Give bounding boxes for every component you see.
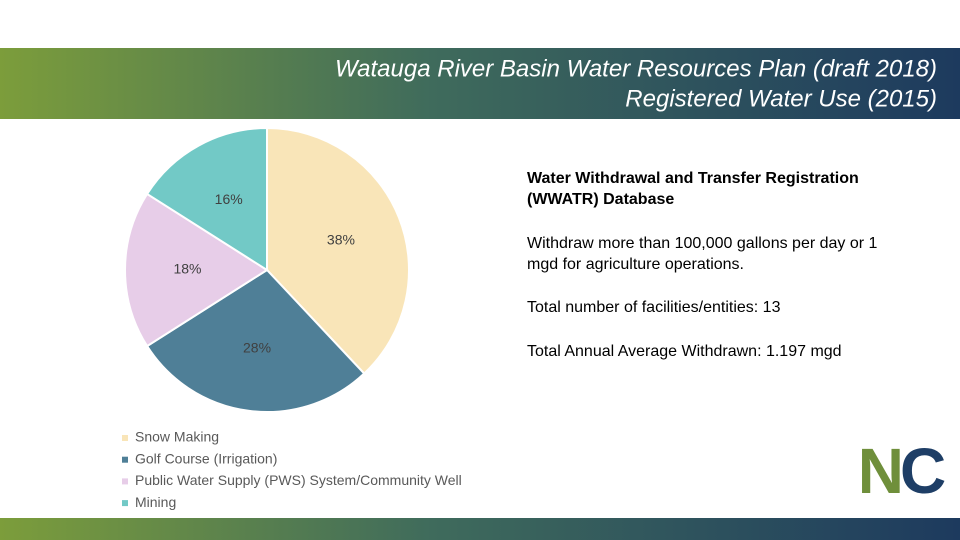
legend-label: Golf Course (Irrigation) — [135, 450, 277, 466]
data-label: 38% — [327, 231, 355, 247]
note-heading: Water Withdrawal and Transfer Registrati… — [527, 170, 859, 208]
note: Total number of facilities/entities: 13 — [527, 299, 781, 316]
pie-slice — [145, 268, 366, 413]
pie-slice — [266, 126, 411, 375]
legend-label: Public Water Supply (PWS) System/Communi… — [135, 472, 462, 488]
data-label: 28% — [243, 340, 271, 356]
title-line: Registered Water Use (2015) — [625, 85, 937, 112]
note: Total Annual Average Withdrawn: 1.197 mg… — [527, 343, 842, 360]
pie-slice — [124, 192, 269, 348]
legend-label: Snow Making — [135, 429, 219, 445]
legend-swatch — [122, 500, 128, 507]
legend-swatch — [122, 435, 128, 441]
note: Withdraw more than 100,000 gallons per d… — [527, 235, 878, 273]
footer-band — [0, 518, 960, 540]
pie-slice — [145, 126, 268, 272]
legend-swatch — [122, 456, 128, 463]
legend-label: Mining — [135, 494, 176, 510]
title-line: Watauga River Basin Water Resources Plan… — [335, 55, 937, 82]
logo: NC — [858, 435, 945, 507]
data-label: 16% — [215, 191, 243, 207]
title-band — [0, 48, 960, 119]
data-label: 18% — [173, 261, 201, 277]
legend-swatch — [122, 478, 128, 485]
